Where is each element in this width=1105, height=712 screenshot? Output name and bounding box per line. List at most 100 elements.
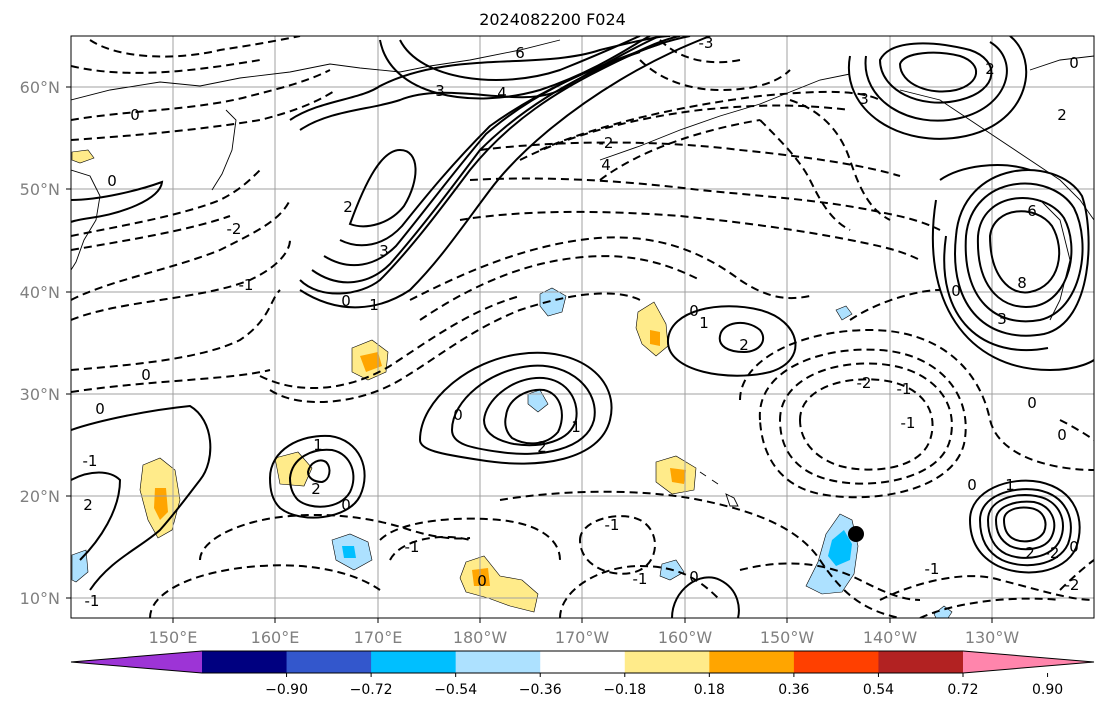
colorbar-segment [455,651,541,673]
contour-label: 0 [951,282,961,300]
contour-label: 0 [689,568,699,586]
contour-label: 2 [311,480,321,498]
contour-label: 2 [739,336,749,354]
patch-orange-3 [360,352,382,372]
contour-label: 0 [1027,394,1037,412]
colorbar-tick-label: 0.72 [947,682,978,698]
contour-label: -1 [901,414,916,432]
contour-label: 1 [369,296,379,314]
lat-label: 60°N [20,78,60,97]
colorbar-extend-low [71,651,202,673]
colorbar-tick-label: −0.90 [265,682,308,698]
contour-label: 1 [1005,476,1015,494]
colorbar-segment [371,651,457,673]
contour-label: 3 [435,82,445,100]
contour-label: 0 [141,366,151,384]
gridlines [71,36,1094,618]
contour-label: -1 [85,592,100,610]
contour-label: 2 [83,496,93,514]
map-title: 2024082200 F024 [479,10,626,29]
contour-label: 1 [313,436,323,454]
patch-blue-4 [71,549,89,583]
contour-label: 0 [477,572,487,590]
contour-label: 0 [107,172,117,190]
lon-label: 180°W [453,628,508,647]
lat-label: 20°N [20,487,60,506]
contour-labels: 6 4 3 3 -3 -2 0 -1 2 0 -2 2 4 3 8 6 3 2 … [83,34,1080,610]
axis-ticks [66,86,993,623]
colorbar-segment [709,651,795,673]
dashed-contours [71,36,1094,618]
longitude-labels: 150°E 160°E 170°E 180°W 170°W 160°W 150°… [149,628,1020,647]
contour-label: 0 [341,292,351,310]
contour-label: 2 [1057,106,1067,124]
contour-label: 0 [95,400,105,418]
contour-label: -3 [699,34,714,52]
lat-label: 30°N [20,385,60,404]
contour-label: 0 [130,106,140,124]
colorbar-tick-label: −0.36 [519,682,562,698]
contour-label: -1 [633,570,648,588]
patch-yellow-1 [71,149,95,164]
colorbar-tick-label: 0.54 [863,682,894,698]
colorbar-tick-label: −0.72 [350,682,393,698]
contour-label: 0 [1069,538,1079,556]
contour-label: 0 [341,496,351,514]
colorbar-tick-label: 0.36 [778,682,809,698]
lon-label: 130°W [965,628,1020,647]
colorbar-tick-label: 0.90 [1032,682,1063,698]
colorbar-segment [624,651,710,673]
colorbar-segment [202,651,288,673]
lat-label: 40°N [20,283,60,302]
contour-label: 3 [859,90,869,108]
lon-label: 170°E [354,628,403,647]
colorbar: −0.90 −0.72 −0.54 −0.36 −0.18 0.18 0.36 0.54 0.7… [70,650,1095,698]
shaded-patches [71,149,953,618]
contour-label: 4 [601,156,611,174]
contour-label: -1 [925,560,940,578]
lon-label: 170°W [555,628,610,647]
lon-label: 160°W [658,628,713,647]
contour-label: 2 [537,438,547,456]
lon-label: 150°E [149,628,198,647]
lat-label: 10°N [20,589,60,608]
contour-label: -2 [1045,544,1060,562]
colorbar-outline [70,650,1095,674]
patch-yellow-4 [274,451,313,487]
contour-label: 1 [571,418,581,436]
solid-contours [71,36,1094,618]
colorbar-segment [540,651,626,673]
patch-cyan-3 [342,546,356,558]
contour-label: 2 [343,198,353,216]
patch-blue-1 [539,287,567,317]
colorbar-segment [793,651,879,673]
contour-label: 2 [1025,544,1035,562]
patch-orange-5 [650,330,660,346]
contour-label: 0 [453,406,463,424]
colorbar-extend-high [963,651,1094,673]
station-marker [848,526,864,542]
lon-label: 150°W [760,628,815,647]
plot-area: 6 4 3 3 -3 -2 0 -1 2 0 -2 2 4 3 8 6 3 2 … [71,34,1094,618]
lon-label: 160°E [251,628,300,647]
contour-label: -1 [239,276,254,294]
patch-blue-7 [835,305,853,321]
contour-label: 3 [997,310,1007,328]
contour-label: 3 [379,242,389,260]
colorbar-segment [878,651,964,673]
contour-label: 2 [985,60,995,78]
latitude-labels: 60°N 50°N 40°N 30°N 20°N 10°N [20,78,60,608]
contour-label: 1 [699,314,709,332]
contour-label: -1 [83,452,98,470]
colorbar-segment [286,651,372,673]
patch-orange-6 [670,468,686,484]
contour-label: -2 [857,374,872,392]
contour-label: -2 [1065,576,1080,594]
contour-label: 6 [515,44,525,62]
patch-cyan-6 [828,530,852,566]
colorbar-tick-label: −0.54 [434,682,477,698]
contour-label: 0 [967,476,977,494]
patch-orange-7 [472,568,490,586]
lon-label: 140°W [863,628,918,647]
